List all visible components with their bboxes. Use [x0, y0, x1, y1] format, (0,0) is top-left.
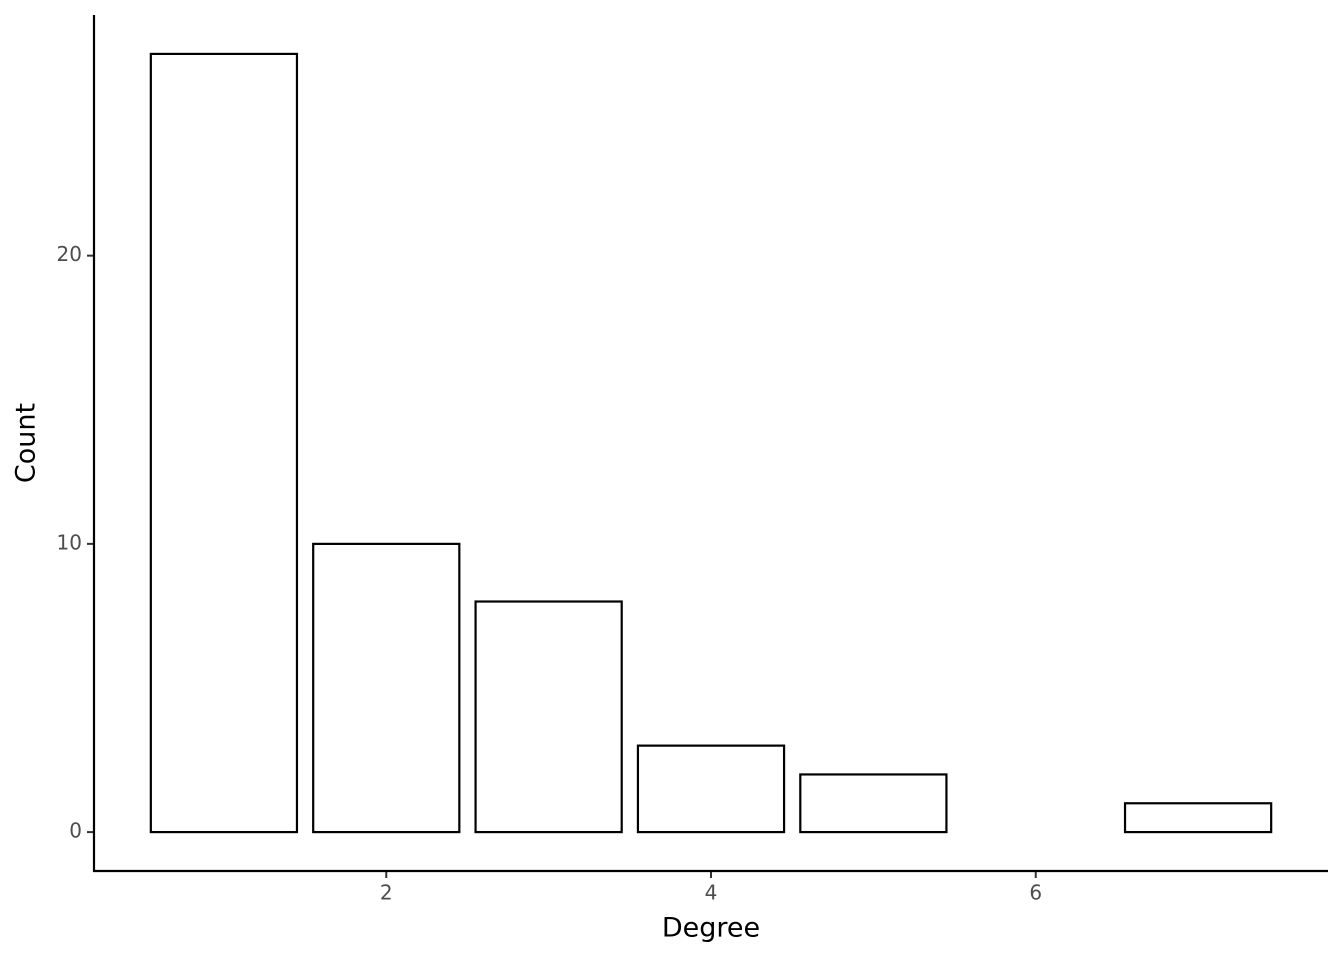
bar — [1123, 802, 1273, 834]
bar — [312, 542, 461, 834]
x-tick-label: 2 — [380, 881, 393, 905]
x-tick-label: 6 — [1029, 881, 1042, 905]
x-axis-title: Degree — [662, 913, 760, 944]
y-axis-title: Count — [11, 403, 42, 483]
bar — [636, 744, 786, 834]
y-tick-label: 20 — [57, 242, 82, 266]
bar — [474, 600, 623, 834]
y-tick-label: 10 — [57, 530, 82, 554]
bar — [799, 773, 948, 834]
y-tick-label: 0 — [69, 819, 82, 843]
bar — [149, 52, 299, 834]
x-tick-label: 4 — [705, 881, 718, 905]
